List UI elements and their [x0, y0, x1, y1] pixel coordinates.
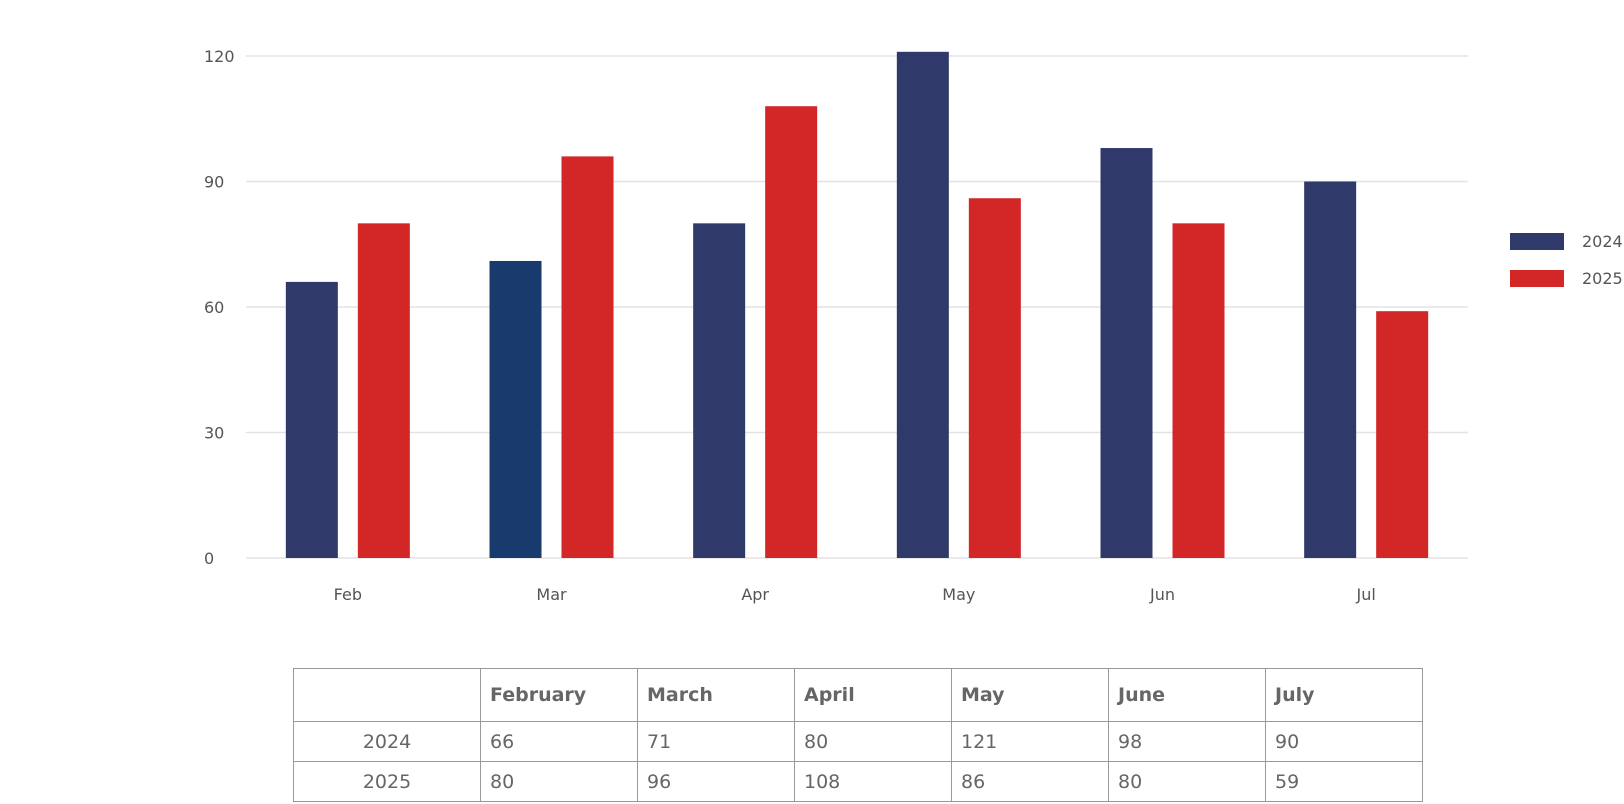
- y-axis-ticks: 0 30 60 90 120: [204, 47, 235, 568]
- legend-label-2024: 2024: [1582, 232, 1623, 251]
- table-header-cell: April: [794, 668, 952, 722]
- table-cell: 66: [480, 721, 638, 762]
- table-cell: 80: [1108, 761, 1266, 802]
- x-tick-label: Jun: [1149, 585, 1175, 604]
- table-header-cell: May: [951, 668, 1109, 722]
- x-tick-label: Feb: [334, 585, 362, 604]
- bar-jul-2024: [1304, 181, 1357, 558]
- y-tick-label: 30: [204, 424, 224, 443]
- y-tick-label: 0: [204, 549, 214, 568]
- legend-label-2025: 2025: [1582, 269, 1623, 288]
- table-cell: 98: [1108, 721, 1266, 762]
- x-tick-label: May: [942, 585, 975, 604]
- legend-swatch-2024: [1510, 233, 1564, 250]
- table-row-label: 2024: [293, 721, 481, 762]
- table-cell: 90: [1265, 721, 1423, 762]
- x-tick-label: Apr: [741, 585, 769, 604]
- bar-may-2024: [896, 51, 949, 559]
- bar-apr-2024: [693, 223, 746, 559]
- table-cell: 121: [951, 721, 1109, 762]
- table-header-row: February March April May June July: [293, 668, 1423, 722]
- bar-jun-2025: [1172, 223, 1225, 559]
- legend: 2024 2025: [1510, 232, 1623, 288]
- table-row-label: 2025: [293, 761, 481, 802]
- table-header-cell: March: [637, 668, 795, 722]
- x-tick-label: Jul: [1356, 585, 1376, 604]
- y-tick-label: 120: [204, 47, 235, 66]
- table-cell: 86: [951, 761, 1109, 802]
- bar-apr-2025: [765, 106, 818, 558]
- y-tick-label: 60: [204, 298, 224, 317]
- bar-chart: 0 30 60 90 120 Feb Mar Apr May Jun Jul 2024 2025: [204, 47, 1623, 604]
- table-header-cell: [293, 668, 481, 722]
- table-header-cell: July: [1265, 668, 1423, 722]
- table-cell: 108: [794, 761, 952, 802]
- table-header-cell: June: [1108, 668, 1266, 722]
- table-cell: 71: [637, 721, 795, 762]
- y-tick-label: 90: [204, 173, 224, 192]
- data-table: February March April May June July 2024 …: [293, 668, 1423, 802]
- x-tick-label: Mar: [536, 585, 567, 604]
- bars: [285, 51, 1429, 559]
- bar-mar-2025: [561, 156, 614, 558]
- gridlines: [246, 55, 1468, 559]
- x-axis-ticks: Feb Mar Apr May Jun Jul: [334, 585, 1376, 604]
- table-cell: 80: [794, 721, 952, 762]
- legend-swatch-2025: [1510, 270, 1564, 287]
- bar-feb-2025: [357, 223, 410, 559]
- table-row: 2025 80 96 108 86 80 59: [293, 761, 1423, 802]
- bar-jul-2025: [1376, 311, 1429, 558]
- table-cell: 96: [637, 761, 795, 802]
- table-row: 2024 66 71 80 121 98 90: [293, 721, 1423, 762]
- bar-jun-2024: [1100, 148, 1153, 559]
- table-cell: 59: [1265, 761, 1423, 802]
- table-cell: 80: [480, 761, 638, 802]
- bar-mar-2024: [489, 260, 542, 558]
- table-header-cell: February: [480, 668, 638, 722]
- bar-feb-2024: [285, 281, 338, 558]
- bar-may-2025: [968, 198, 1021, 558]
